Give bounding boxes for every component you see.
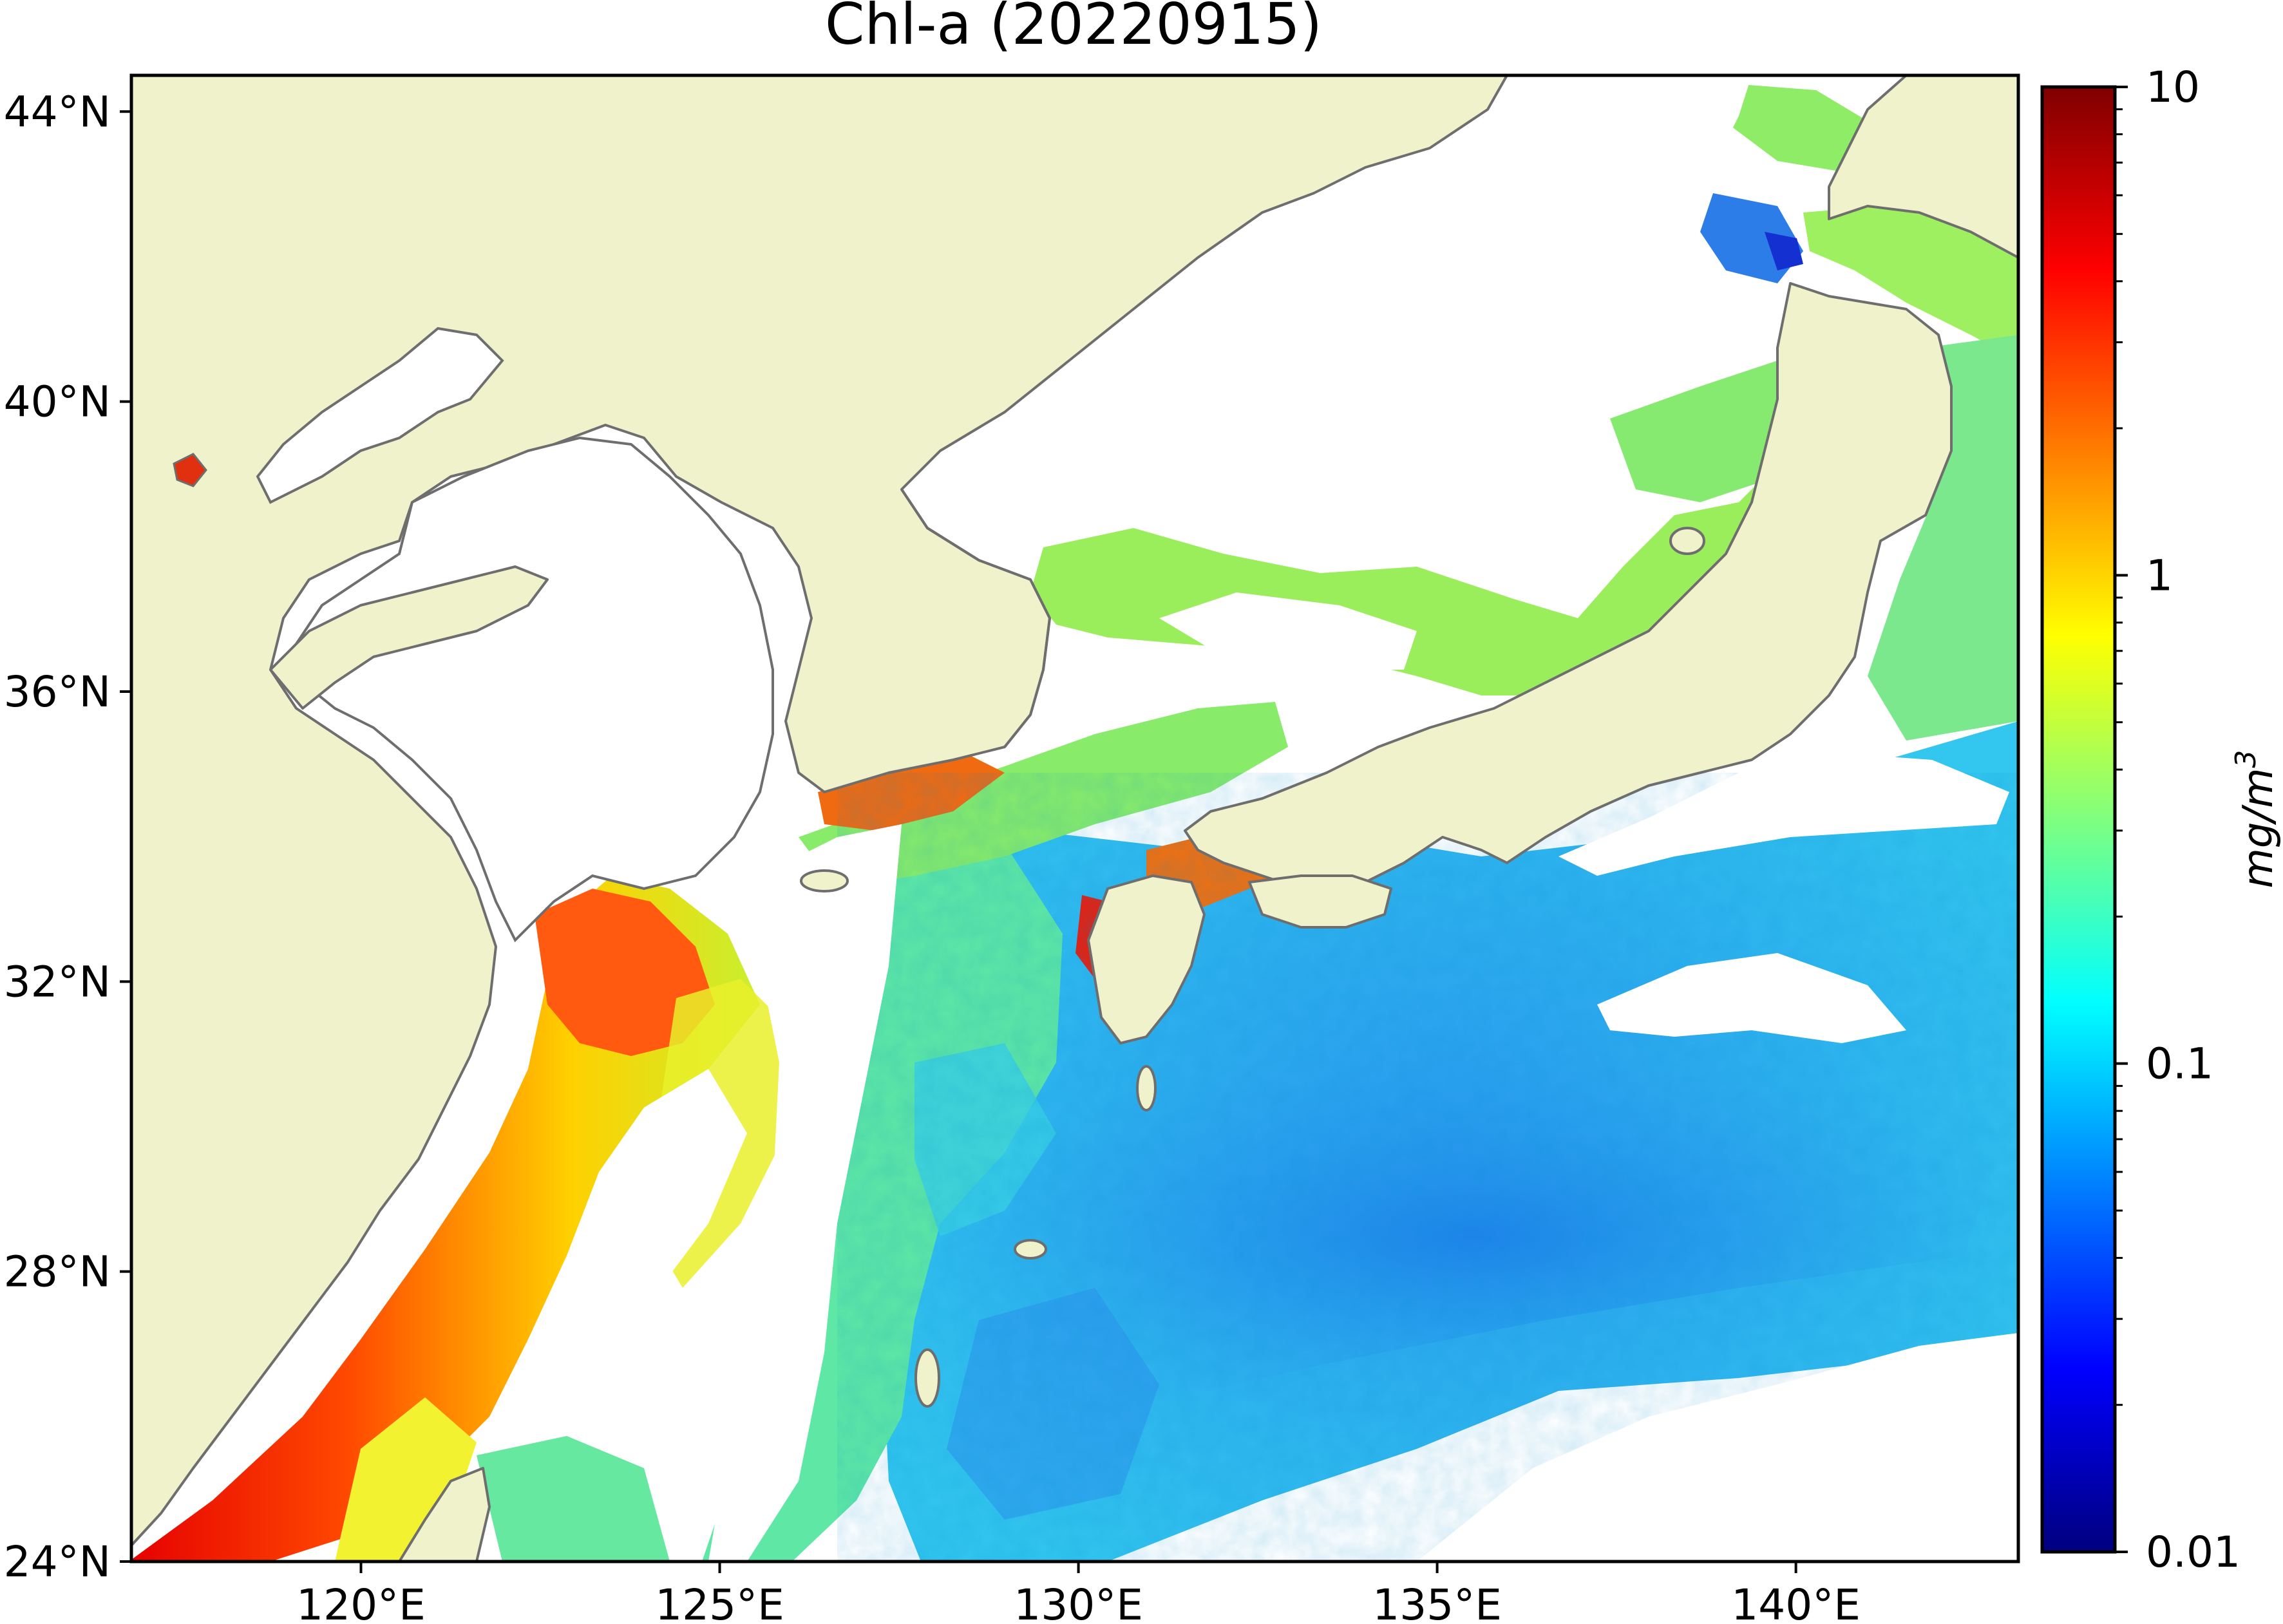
yangtze-plume (535, 889, 715, 1056)
land-hokkaido (1828, 75, 2018, 259)
colorbar: 10 1 0.1 0.01 mg/m3 (2040, 62, 2282, 1577)
y-tick-label: 36°N (4, 667, 111, 717)
land-taiwan (398, 1467, 491, 1562)
land-honshu (1184, 282, 1953, 890)
map-frame (129, 73, 2020, 1563)
japan-sea-upper-chl (1610, 361, 1803, 502)
land-kyushu (1087, 874, 1206, 1044)
land-jeju (800, 869, 849, 892)
cloud-mask (638, 75, 2018, 1562)
x-tick-label: 125°E (655, 1580, 784, 1624)
cloud-pacific-east (1558, 753, 2009, 876)
cloud-pacific-south (1417, 1333, 2018, 1562)
land-amami (1014, 1239, 1047, 1260)
land-masses (131, 75, 2018, 1562)
colorbar-gradient (2040, 85, 2117, 1554)
land-okinawa (914, 1348, 940, 1408)
map-panel (131, 75, 2018, 1562)
hokkaido-coast-chl (1803, 206, 2018, 361)
pacific-off-tohoku-chl (1868, 335, 2018, 741)
colorbar-tick-label: 0.1 (2146, 1039, 2213, 1089)
colorbar-tick-label: 0.01 (2146, 1527, 2240, 1577)
colorbar-tick-label: 10 (2146, 62, 2200, 112)
y-axis: 44°N 40°N 36°N 32°N 28°N 24°N (4, 87, 131, 1587)
x-axis: 120°E 125°E 130°E 135°E 140°E (296, 1562, 1861, 1624)
east-of-taiwan-chl (477, 1436, 670, 1562)
colorbar-ticks: 10 1 0.1 0.01 (2115, 62, 2240, 1577)
north-sea-blue-patch (1765, 232, 1803, 270)
land-shandong (269, 565, 549, 710)
y-tick-label: 40°N (4, 377, 111, 427)
land-sado (1669, 527, 1705, 555)
cloud-ecs-band (708, 824, 902, 1562)
bohai-sea (256, 326, 504, 504)
liaodong-bloom (173, 453, 207, 487)
x-tick-label: 140°E (1731, 1580, 1861, 1624)
y-tick-label: 32°N (4, 957, 111, 1006)
cloud-japan-sea (1030, 245, 1726, 528)
colorbar-unit-label: mg/m3 (2230, 750, 2282, 889)
cloud-pacific-band (1597, 953, 1906, 1043)
y-tick-label: 44°N (4, 87, 111, 137)
map-title: Chl-a (20220915) (825, 0, 1322, 57)
y-tick-label: 24°N (4, 1537, 111, 1587)
x-tick-label: 130°E (1014, 1580, 1143, 1624)
x-tick-label: 135°E (1372, 1580, 1502, 1624)
cloud-east-china (638, 1069, 747, 1275)
y-tick-label: 28°N (4, 1247, 111, 1297)
korean-peninsula-outline (900, 488, 1051, 748)
x-tick-label: 120°E (296, 1580, 426, 1624)
land-shikoku (1248, 874, 1392, 929)
land-asia-mainland (131, 75, 1508, 1547)
cloud-japan-sea-2 (1159, 592, 1417, 670)
colorbar-tick-label: 1 (2146, 551, 2173, 600)
cloud-north-corner (1481, 75, 1752, 206)
land-tanegashima (1136, 1065, 1157, 1111)
